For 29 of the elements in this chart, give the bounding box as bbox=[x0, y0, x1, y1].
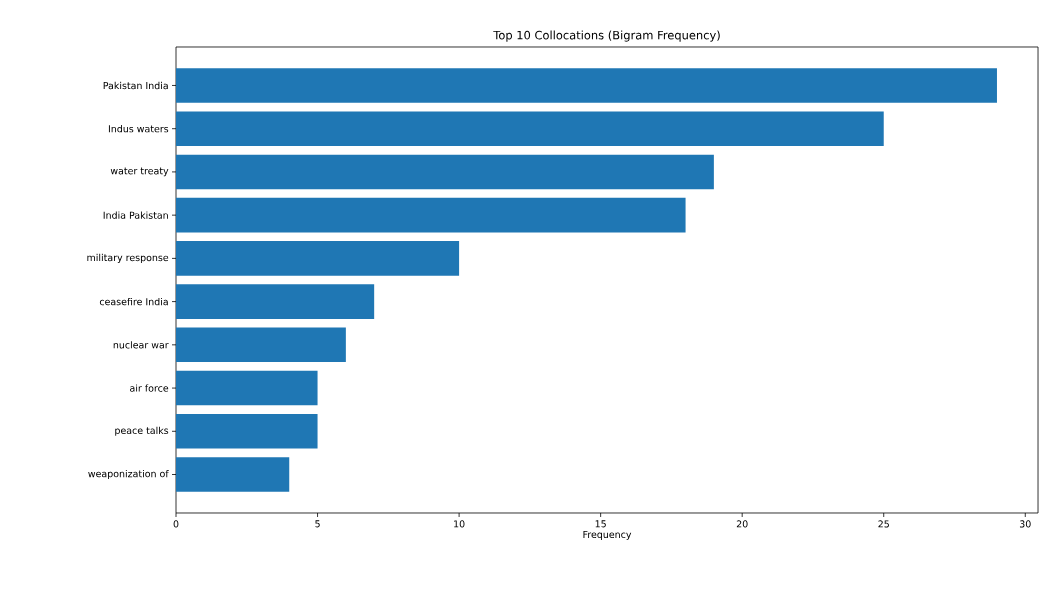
x-tick-label: 5 bbox=[315, 520, 320, 528]
x-tick-label: 20 bbox=[736, 520, 748, 528]
bar bbox=[176, 111, 884, 146]
y-tick-label: military response bbox=[87, 253, 169, 263]
chart-title: Top 10 Collocations (Bigram Frequency) bbox=[493, 30, 720, 42]
y-tick-label: India Pakistan bbox=[103, 211, 168, 219]
x-tick-label: 10 bbox=[454, 520, 465, 528]
y-tick-label: weaponization of bbox=[88, 469, 169, 480]
y-tick-label: Pakistan India bbox=[103, 81, 168, 90]
bar bbox=[176, 68, 997, 103]
x-tick-label: 0 bbox=[173, 520, 179, 528]
bar bbox=[176, 414, 318, 449]
bar bbox=[176, 241, 460, 276]
y-tick-label: Indus waters bbox=[108, 125, 169, 133]
x-tick-label: 15 bbox=[595, 520, 606, 528]
y-tick-label: water treaty bbox=[110, 167, 169, 177]
y-tick-label: air force bbox=[130, 384, 169, 392]
bar bbox=[176, 284, 375, 319]
bar bbox=[176, 327, 346, 363]
bar bbox=[176, 197, 686, 233]
y-tick-label: peace talks bbox=[115, 426, 169, 436]
bar bbox=[176, 154, 714, 190]
x-tick-label: 25 bbox=[878, 520, 889, 528]
y-tick-label: ceasefire India bbox=[99, 297, 168, 306]
bar bbox=[176, 370, 318, 406]
x-axis-title: Frequency bbox=[583, 531, 632, 540]
y-tick-label: nuclear war bbox=[113, 341, 169, 349]
bar bbox=[176, 457, 290, 492]
x-tick-label: 30 bbox=[1019, 520, 1031, 528]
